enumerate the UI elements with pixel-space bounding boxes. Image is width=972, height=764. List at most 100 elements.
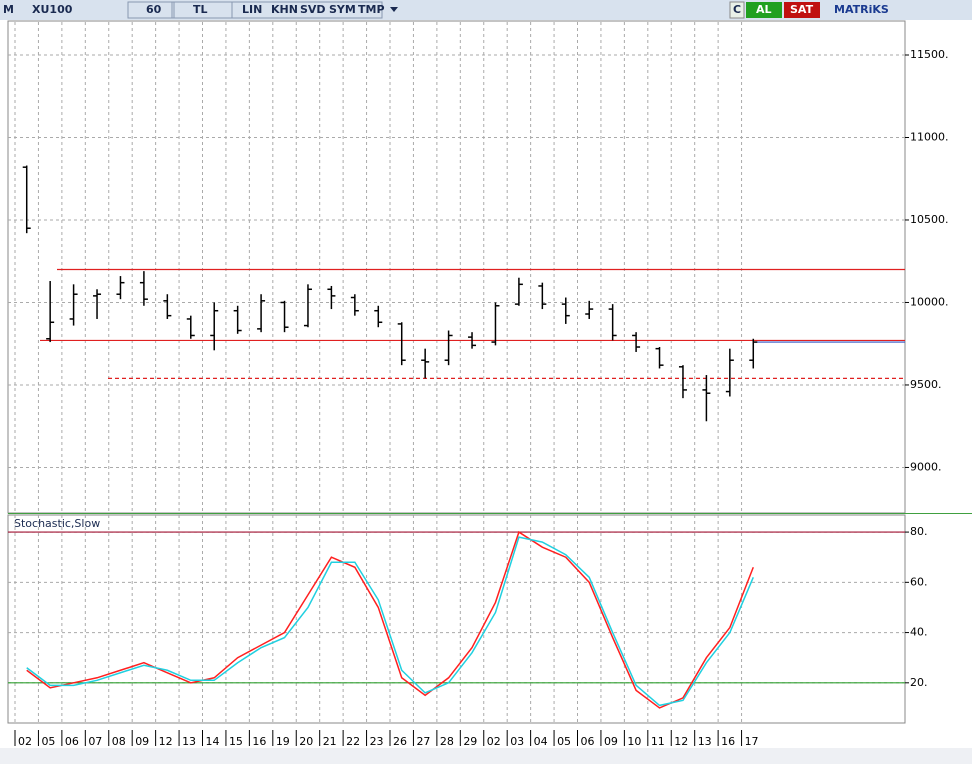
refresh-box: [729, 1, 745, 19]
toolbar-box: [127, 1, 175, 19]
x-tick-label: 06: [65, 735, 79, 748]
stoch-line: [26, 536, 754, 707]
x-tick-label: 02: [487, 735, 501, 748]
toolbar-box: [231, 1, 383, 19]
x-tick-label: 15: [229, 735, 243, 748]
toolbar-button[interactable]: TMP: [358, 3, 385, 16]
toolbar-button[interactable]: SVD: [300, 3, 326, 16]
ohlc-bar: [374, 305, 383, 328]
y-tick-label: 11000.: [910, 130, 949, 143]
ohlc-bar: [303, 284, 312, 328]
ohlc-bar: [538, 282, 547, 310]
ohlc-bar: [632, 332, 641, 352]
ohlc-bar: [585, 300, 594, 319]
y-tick-label: 20.: [910, 676, 928, 689]
x-tick-label: 23: [370, 735, 384, 748]
mode: M: [3, 3, 14, 16]
x-tick-label: 12: [159, 735, 173, 748]
ohlc-bar: [69, 284, 78, 326]
toolbar: [0, 0, 972, 20]
ohlc-bar: [678, 365, 687, 399]
brand: MATRiKS: [834, 3, 889, 16]
y-tick-label: 11500.: [910, 48, 949, 61]
ohlc-bar: [327, 285, 336, 310]
x-tick-label: 26: [393, 735, 407, 748]
ohlc-bar: [233, 305, 242, 334]
ohlc-bar: [749, 338, 758, 369]
x-tick-label: 03: [510, 735, 524, 748]
x-tick-label: 13: [698, 735, 712, 748]
ohlc-bar: [397, 322, 406, 366]
x-tick-label: 13: [182, 735, 196, 748]
ohlc-bar: [702, 375, 711, 422]
y-tick-label: 9500.: [910, 378, 942, 391]
x-tick-label: 21: [323, 735, 337, 748]
y-tick-label: 10000.: [910, 295, 949, 308]
x-tick-label: 17: [745, 735, 759, 748]
scrollbar: [0, 748, 972, 764]
symbol: XU100: [32, 3, 73, 16]
ohlc-bar: [210, 302, 219, 351]
y-tick-label: 9000.: [910, 460, 942, 473]
sell[interactable]: SAT: [790, 3, 814, 16]
ohlc-bar: [725, 348, 734, 397]
ohlc-bar: [139, 271, 148, 306]
ohlc-bar: [163, 294, 172, 319]
ohlc-bar: [491, 302, 500, 346]
dropdown: [390, 7, 398, 12]
y-tick-label: 60.: [910, 575, 928, 588]
ohlc-bar: [514, 277, 523, 306]
x-tick-label: 29: [463, 735, 477, 748]
ohlc-bar: [608, 304, 617, 341]
x-tick-label: 10: [627, 735, 641, 748]
x-tick-label: 14: [206, 735, 220, 748]
period: 60: [146, 3, 162, 16]
ohlc-bar: [116, 276, 125, 300]
y-tick-label: 40.: [910, 626, 928, 639]
x-tick-label: 07: [88, 735, 102, 748]
ohlc-bar: [444, 330, 453, 366]
x-tick-label: 11: [651, 735, 665, 748]
ohlc-bar: [186, 315, 195, 339]
toolbar-button[interactable]: LIN: [242, 3, 262, 16]
x-tick-label: 05: [557, 735, 571, 748]
ohlc-bar: [257, 294, 266, 333]
x-tick-label: 20: [299, 735, 313, 748]
x-tick-label: 09: [604, 735, 618, 748]
y-tick-label: 80.: [910, 525, 928, 538]
currency: TL: [193, 3, 208, 16]
toolbar-button[interactable]: SYM: [329, 3, 356, 16]
stoch-line: [26, 530, 754, 709]
buy[interactable]: AL: [756, 3, 772, 16]
price-panel: [7, 20, 906, 514]
x-tick-label: 05: [41, 735, 55, 748]
ohlc-bar: [468, 332, 477, 349]
x-tick-label: 28: [440, 735, 454, 748]
x-tick-label: 02: [18, 735, 32, 748]
ohlc-bar: [93, 289, 102, 319]
x-tick-label: 04: [534, 735, 548, 748]
x-tick-label: 22: [346, 735, 360, 748]
ohlc-bar: [46, 281, 55, 343]
ohlc-bar: [655, 347, 664, 369]
x-tick-label: 09: [135, 735, 149, 748]
stoch-title: Stochastic,Slow: [14, 517, 100, 530]
x-tick-label: 06: [581, 735, 595, 748]
ohlc-bar: [350, 294, 359, 316]
ohlc-bar: [22, 165, 31, 234]
x-tick-label: 16: [721, 735, 735, 748]
x-tick-label: 12: [674, 735, 688, 748]
ohlc-bar: [421, 348, 430, 379]
ohlc-bar: [280, 300, 289, 333]
toolbar-button[interactable]: KHN: [271, 3, 298, 16]
buy-box: [746, 2, 782, 18]
x-tick-label: 27: [416, 735, 430, 748]
x-tick-label: 16: [252, 735, 266, 748]
stoch-panel: [7, 514, 906, 724]
refresh[interactable]: C: [733, 3, 741, 16]
sell-box: [784, 2, 820, 18]
y-tick-label: 10500.: [910, 213, 949, 226]
x-tick-label: 08: [112, 735, 126, 748]
